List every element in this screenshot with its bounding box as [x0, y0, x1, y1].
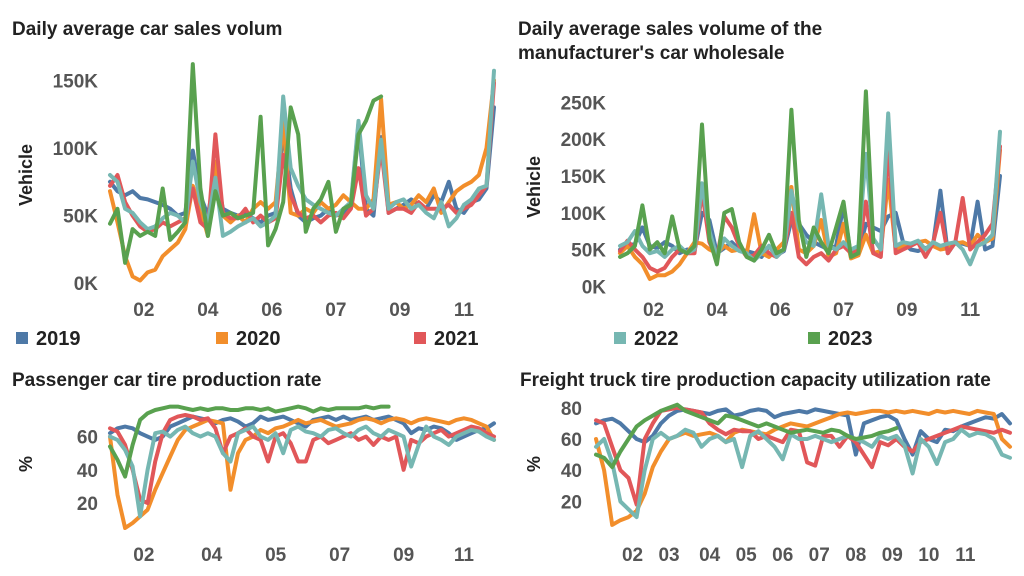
series-line-2020: [594, 408, 1012, 527]
legend-label-2023: 2023: [828, 328, 873, 350]
y-tick-label: 50K: [571, 241, 606, 262]
x-tick-label: 11: [960, 300, 981, 321]
series-line-2020: [108, 78, 496, 283]
chart2-title-line2: manufacturer's car wholesale: [518, 43, 784, 64]
x-tick-label: 08: [845, 545, 866, 566]
legend-swatch-2020: [216, 332, 228, 344]
x-tick-label: 10: [918, 545, 939, 566]
legend-label-2021: 2021: [434, 328, 479, 350]
y-tick-label: 100K: [561, 204, 607, 225]
legend-swatch-2021: [414, 332, 426, 344]
series-line-2023: [618, 89, 876, 267]
x-tick-label: 05: [736, 545, 758, 566]
chart2-title: Daily average sales volume of the manufac…: [518, 19, 822, 64]
y-tick-label: 60: [77, 428, 98, 449]
chart-freight-tire-utilization: % 20 40 60 80 02 03 04 05 06 07 08 09 10 11: [524, 399, 1012, 566]
series-line-2019: [108, 414, 496, 442]
chart-daily-car-sales: Vehicle 0K 50K 100K 150K 02 04 06 07 09 11: [16, 62, 496, 321]
y-tick-label: 100K: [53, 139, 99, 160]
series-line-2022: [108, 424, 496, 519]
y-tick-label: 60: [561, 430, 582, 451]
y-tick-label: 20: [561, 492, 582, 513]
y-axis-label: Vehicle: [16, 144, 36, 206]
chart-manufacturer-wholesale: Vehicle 0K 50K 100K 150K 200K 250K 02 04 06 07 09 11: [524, 89, 1002, 321]
x-tick-label: 09: [896, 300, 917, 321]
y-axis-label: %: [16, 456, 36, 472]
legend-swatch-2023: [808, 332, 820, 344]
chart-passenger-tire-rate: % 20 40 60 02 04 05 07 09 11: [16, 404, 496, 566]
y-tick-label: 150K: [53, 71, 99, 92]
x-tick-label: 02: [622, 545, 643, 566]
x-tick-label: 04: [197, 300, 219, 321]
y-axis-label: Vehicle: [524, 156, 544, 218]
y-tick-label: 40: [77, 461, 98, 482]
x-tick-label: 09: [882, 545, 903, 566]
x-tick-label: 07: [329, 545, 350, 566]
chart1-title: Daily average car sales volum: [12, 19, 282, 40]
x-tick-label: 11: [955, 545, 976, 566]
chart2-title-line1: Daily average sales volume of the: [518, 19, 822, 40]
x-tick-label: 07: [809, 545, 830, 566]
legend-swatch-2022: [614, 332, 626, 344]
y-tick-label: 150K: [561, 167, 607, 188]
x-tick-label: 02: [643, 300, 664, 321]
legend: 2019 2020 2021 2022 2023: [16, 328, 873, 350]
series-line-2023: [594, 402, 899, 470]
x-tick-label: 11: [454, 300, 475, 321]
series-line-2023: [108, 62, 384, 265]
series-line-2023: [108, 404, 391, 479]
x-tick-label: 04: [201, 545, 223, 566]
chart4-title: Freight truck tire production capacity u…: [520, 370, 991, 391]
series-line-2020: [108, 416, 496, 530]
y-tick-label: 0K: [74, 274, 99, 295]
legend-label-2022: 2022: [634, 328, 679, 350]
y-tick-label: 80: [561, 399, 582, 420]
x-tick-label: 03: [658, 545, 679, 566]
chart3-title: Passenger car tire production rate: [12, 370, 321, 391]
legend-label-2019: 2019: [36, 328, 81, 350]
x-tick-label: 06: [770, 300, 791, 321]
y-tick-label: 0K: [582, 277, 607, 298]
x-tick-label: 09: [393, 545, 414, 566]
legend-swatch-2019: [16, 332, 28, 344]
x-tick-label: 02: [133, 300, 154, 321]
x-tick-label: 11: [454, 545, 475, 566]
x-tick-label: 04: [706, 300, 728, 321]
y-tick-label: 40: [561, 461, 582, 482]
series-line-2021: [108, 81, 496, 234]
x-tick-label: 06: [772, 545, 793, 566]
y-tick-label: 50K: [63, 207, 98, 228]
legend-label-2020: 2020: [236, 328, 281, 350]
x-tick-label: 07: [325, 300, 346, 321]
x-tick-label: 05: [265, 545, 287, 566]
x-tick-label: 09: [389, 300, 410, 321]
y-axis-label: %: [524, 456, 544, 472]
series-line-2022: [594, 427, 1012, 520]
x-tick-label: 02: [133, 545, 154, 566]
x-tick-label: 04: [699, 545, 721, 566]
x-tick-label: 06: [261, 300, 282, 321]
y-tick-label: 250K: [561, 93, 607, 114]
y-tick-label: 20: [77, 494, 98, 515]
x-tick-label: 07: [833, 300, 854, 321]
y-tick-label: 200K: [561, 130, 607, 151]
